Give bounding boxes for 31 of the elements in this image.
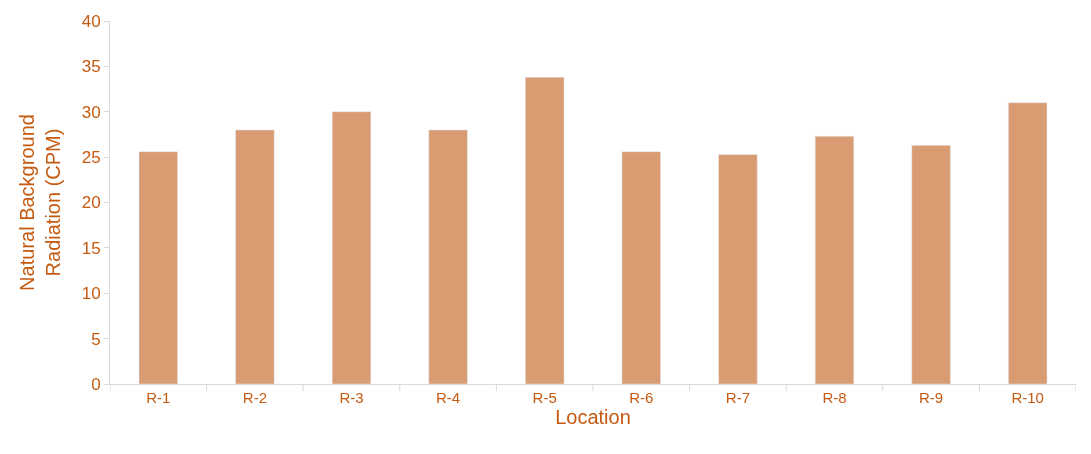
y-tick-label: 0	[91, 374, 101, 394]
bar	[621, 151, 661, 384]
x-tick-label: R-5	[532, 389, 557, 406]
bar	[1008, 102, 1048, 384]
bar	[911, 145, 951, 384]
bar	[138, 151, 178, 384]
y-axis-title: Natural Background Radiation (CPM)	[16, 114, 65, 291]
y-tick-label: 40	[81, 11, 101, 31]
y-tick-label: 30	[81, 102, 101, 122]
y-tick-label: 10	[81, 284, 101, 304]
bar	[331, 111, 372, 384]
bar	[814, 136, 855, 384]
bar	[525, 77, 565, 384]
x-tick-label: R-3	[339, 389, 364, 406]
bar	[235, 129, 275, 384]
y-tick-label: 15	[81, 238, 101, 258]
x-tick-label: R-2	[242, 389, 267, 406]
x-tick-label: R-10	[1011, 389, 1044, 406]
y-tick-label: 20	[81, 193, 101, 213]
bar	[428, 129, 468, 384]
x-axis-title: Location	[555, 406, 631, 428]
bar	[718, 154, 758, 384]
x-tick-label: R-1	[146, 389, 171, 406]
x-tick-label: R-9	[919, 389, 944, 406]
x-tick-label: R-8	[822, 389, 847, 406]
x-tick-label: R-7	[725, 389, 750, 406]
y-tick-label: 25	[81, 148, 101, 168]
x-tick-label: R-4	[436, 389, 461, 406]
y-tick-label: 35	[81, 57, 101, 77]
x-tick-label: R-6	[629, 389, 654, 406]
y-tick-label: 5	[91, 329, 101, 349]
